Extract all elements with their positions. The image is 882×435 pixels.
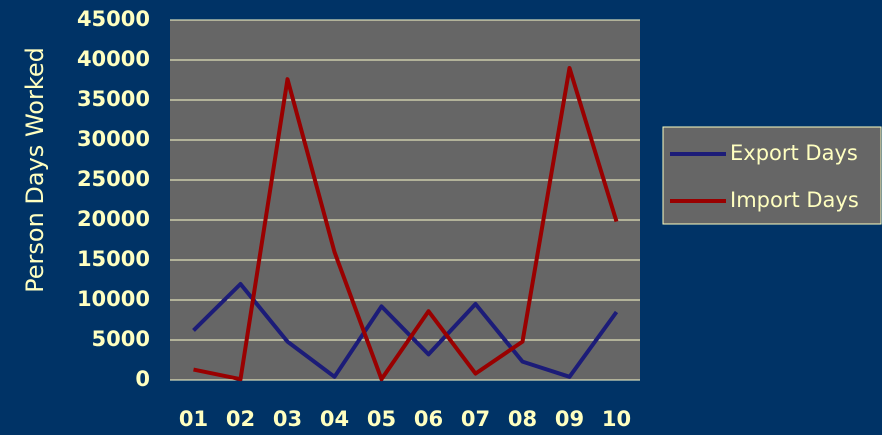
legend — [662, 126, 882, 225]
legend-label: Export Days — [730, 141, 858, 165]
x-tick-label: 09 — [555, 407, 584, 431]
x-tick-label: 03 — [273, 407, 302, 431]
y-tick-label: 30000 — [77, 127, 150, 151]
y-tick-label: 10000 — [77, 287, 150, 311]
y-tick-label: 5000 — [92, 327, 150, 351]
legend-label: Import Days — [730, 188, 859, 212]
x-tick-label: 04 — [320, 407, 349, 431]
y-tick-label: 35000 — [77, 87, 150, 111]
x-tick-label: 01 — [179, 407, 208, 431]
data-line — [193, 66, 619, 382]
x-tick-label: 05 — [367, 407, 396, 431]
y-axis-label: Person Days Worked — [21, 47, 49, 293]
y-tick-label: 20000 — [77, 207, 150, 231]
y-tick-label: 45000 — [77, 7, 150, 31]
x-tick-label: 06 — [414, 407, 443, 431]
x-tick-label: 07 — [461, 407, 490, 431]
x-tick-label: 10 — [602, 407, 631, 431]
x-tick-label: 02 — [226, 407, 255, 431]
y-tick-label: 40000 — [77, 47, 150, 71]
y-tick-label: 25000 — [77, 167, 150, 191]
x-tick-label: 08 — [508, 407, 537, 431]
data-line — [192, 282, 619, 379]
y-tick-label: 15000 — [77, 247, 150, 271]
y-tick-label: 0 — [135, 367, 150, 391]
